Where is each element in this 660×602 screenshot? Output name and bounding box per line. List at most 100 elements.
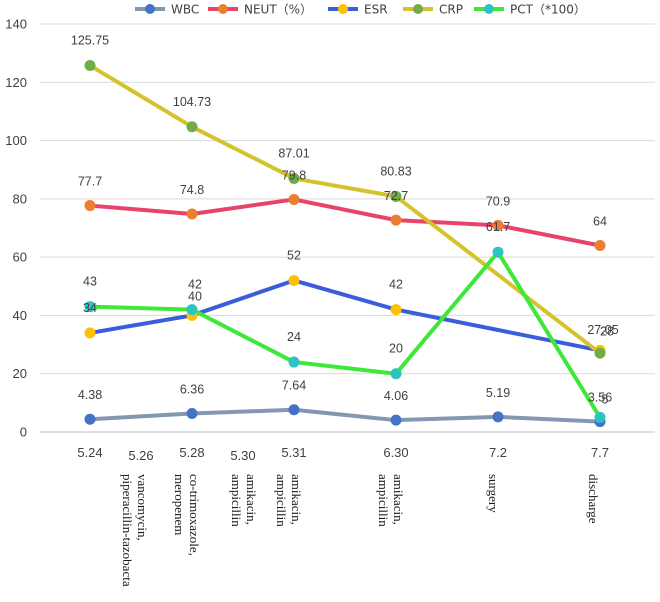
data-label: 3.56 [588, 391, 612, 405]
data-point [390, 414, 402, 426]
data-point [84, 60, 96, 72]
legend-swatch-marker [145, 4, 155, 14]
data-point [594, 347, 606, 359]
annotation: discharge [586, 474, 601, 524]
data-label: 79.8 [282, 168, 306, 182]
data-label: 42 [188, 278, 202, 292]
data-label: 64 [593, 214, 607, 228]
y-tick-label: 0 [20, 425, 27, 440]
data-label: 77.7 [78, 175, 102, 189]
annotation-line: amikacin, [244, 474, 259, 525]
data-label: 20 [389, 342, 403, 356]
annotation: amikacin,ampicillin [274, 474, 304, 527]
data-point [288, 356, 300, 368]
data-label: 27.05 [587, 323, 618, 337]
data-label: 74.8 [180, 183, 204, 197]
y-tick-label: 20 [13, 366, 27, 381]
data-label: 42 [389, 278, 403, 292]
legend-label: WBC [171, 3, 199, 17]
annotation: amikacin,ampicillin [229, 474, 259, 527]
x-intermediate-label: 5.26 [128, 448, 153, 463]
data-point [84, 200, 96, 212]
annotation-line: ampicillin [229, 474, 244, 527]
data-point [492, 219, 504, 231]
data-label: 70.9 [486, 194, 510, 208]
data-point [288, 404, 300, 416]
y-tick-label: 60 [13, 250, 27, 265]
x-tick-label: 5.31 [281, 445, 306, 460]
y-tick-label: 40 [13, 308, 27, 323]
legend-swatch-marker [338, 4, 348, 14]
data-label: 125.75 [71, 34, 109, 48]
data-point [186, 121, 198, 133]
legend-swatch-marker [484, 4, 494, 14]
y-tick-label: 100 [5, 133, 27, 148]
x-tick-label: 5.28 [179, 445, 204, 460]
series-line [88, 250, 602, 420]
data-point [594, 239, 606, 251]
data-label: 43 [83, 275, 97, 289]
data-point [288, 172, 300, 184]
data-label: 7.64 [282, 379, 306, 393]
data-point [84, 413, 96, 425]
y-tick-label: 140 [5, 17, 27, 32]
series-line [88, 197, 602, 248]
data-label: 34 [83, 301, 97, 315]
legend-label: ESR [364, 3, 388, 17]
data-label: 72.7 [384, 189, 408, 203]
data-point [390, 304, 402, 316]
annotation-line: vancomycin, [135, 474, 150, 541]
data-point [186, 407, 198, 419]
annotation-line: ampicillin [376, 474, 391, 527]
data-labels: 4.38 6.36 7.64 4.06 5.19 3.56 77.7 74.8 79.8 72.7… [71, 34, 619, 407]
data-point [186, 304, 198, 316]
data-point [288, 193, 300, 205]
x-tick-label: 7.7 [591, 445, 609, 460]
series-lines [88, 63, 602, 424]
legend-label: CRP [439, 3, 463, 17]
data-point [186, 208, 198, 220]
data-label: 80.83 [380, 164, 411, 178]
data-label: 6.36 [180, 382, 204, 396]
legend-label: NEUT（%） [244, 3, 312, 17]
data-label: 5.19 [486, 386, 510, 400]
series-line [88, 407, 602, 424]
annotation-line: amikacin, [289, 474, 304, 525]
annotation: co-trimoxazole,meropenem [172, 474, 202, 556]
data-label: 104.73 [173, 95, 211, 109]
y-tick-label: 120 [5, 75, 27, 90]
data-label: 4.38 [78, 388, 102, 402]
data-label: 40 [188, 289, 202, 303]
gridlines [40, 23, 655, 433]
annotation: amikacin,ampicillin [376, 474, 406, 527]
x-tick-label: 7.2 [489, 445, 507, 460]
data-label: 24 [287, 330, 301, 344]
data-label: 28 [600, 324, 614, 338]
legend-swatch-marker [413, 4, 423, 14]
data-point [84, 301, 96, 313]
data-label: 87.01 [278, 146, 309, 160]
data-label: 5 [602, 392, 609, 406]
y-tick-label: 80 [13, 191, 27, 206]
x-intermediate-label: 5.30 [230, 448, 255, 463]
data-label: 61.7 [486, 220, 510, 234]
annotation-line: meropenem [172, 474, 187, 535]
legend: WBC NEUT（%） ESR CRP PCT（*100） [135, 3, 586, 17]
data-point [84, 327, 96, 339]
data-point [390, 368, 402, 380]
data-label: 4.06 [384, 389, 408, 403]
x-tick-label: 6.30 [383, 445, 408, 460]
legend-swatch-marker [218, 4, 228, 14]
x-axis-ticks: 5.24 5.28 5.31 6.30 7.2 7.7 5.26 5.30 [77, 445, 609, 463]
data-point [492, 246, 504, 258]
data-label: 52 [287, 248, 301, 262]
treatment-annotations: vancomycin,piperacillin-tazobacta co-trim… [120, 474, 601, 587]
data-point [288, 274, 300, 286]
x-tick-label: 5.24 [77, 445, 102, 460]
annotation-line: piperacillin-tazobacta [120, 474, 135, 587]
annotation-line: amikacin, [391, 474, 406, 525]
annotation-line: ampicillin [274, 474, 289, 527]
series-markers [84, 60, 606, 428]
data-point [390, 214, 402, 226]
